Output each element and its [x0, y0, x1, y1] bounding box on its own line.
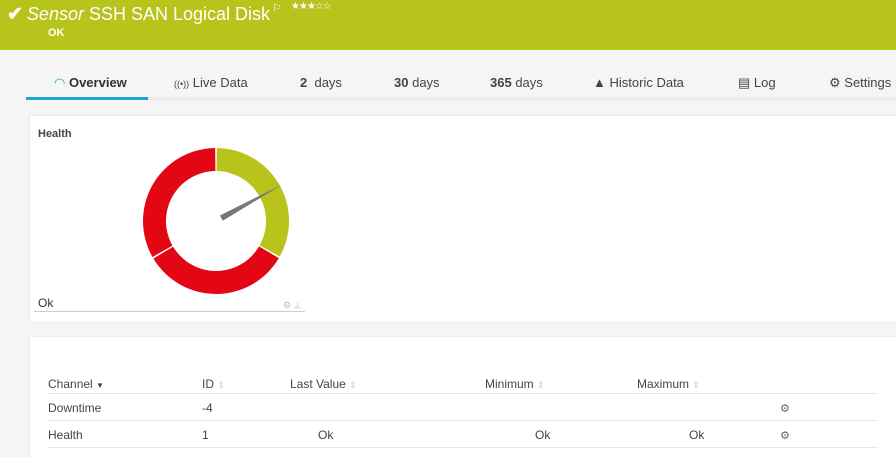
sort-desc-icon: ▼	[96, 380, 104, 390]
header-label: ID	[202, 376, 214, 391]
tab-365-days[interactable]: 365 days	[490, 75, 543, 90]
gauge-needle	[219, 184, 283, 221]
tab-2-days[interactable]: 2 days	[300, 75, 342, 90]
table-row[interactable]: Downtime -4 ⚙	[48, 393, 878, 421]
channel-settings-icon[interactable]: ⚙	[780, 430, 790, 442]
sensor-name: SSH SAN Logical Disk	[88, 4, 271, 24]
tab-label: days	[515, 75, 543, 90]
table-header-row: Channel ▼ ID ⇕ Last Value ⇕ Minimum ⇕ Ma…	[48, 373, 878, 394]
cell-min: Ok	[485, 420, 637, 448]
gauge-segment-2	[143, 148, 216, 258]
cell-min	[485, 393, 637, 421]
gauge-tools: ⚙ ⊥	[283, 300, 301, 311]
priority-stars[interactable]: ★★★☆☆	[291, 1, 332, 12]
sensor-title: Sensor SSH SAN Logical Disk	[27, 4, 270, 25]
chart-icon: ▲	[593, 75, 606, 90]
health-gauge-card: Health Ok ⚙ ⊥	[30, 116, 896, 322]
log-icon: ▤	[738, 75, 751, 90]
check-icon: ✔	[7, 4, 23, 25]
tab-label: Settings	[844, 75, 892, 90]
sensor-header: ✔ Sensor SSH SAN Logical Disk ⚐ ★★★☆☆ OK	[0, 0, 896, 50]
sensor-title-row: ✔ Sensor SSH SAN Logical Disk ⚐ ★★★☆☆	[7, 1, 332, 26]
sensor-prefix: Sensor	[26, 4, 84, 24]
column-channel[interactable]: Channel ▼	[48, 373, 202, 394]
live-icon: ((•))	[174, 79, 190, 89]
cell-id: -4	[202, 393, 290, 421]
sort-icon: ⇕	[692, 379, 700, 390]
tab-num: 2	[300, 75, 308, 90]
active-tab-indicator	[26, 97, 148, 100]
column-minimum[interactable]: Minimum ⇕	[485, 373, 637, 394]
cell-last	[290, 393, 485, 421]
gauge-segment-0	[216, 148, 289, 257]
cell-channel: Health	[48, 420, 202, 448]
sort-icon: ⇕	[349, 379, 357, 390]
gauge-value: Ok	[38, 296, 54, 310]
tab-bar: ◠ Overview ((•)) Live Data 2 days 30 day…	[26, 70, 896, 100]
cell-channel: Downtime	[48, 393, 202, 421]
tab-label: Log	[753, 75, 776, 90]
header-label: Maximum	[637, 376, 690, 391]
tab-num: 30	[394, 75, 409, 90]
cell-id: 1	[202, 420, 290, 448]
cell-last: Ok	[290, 420, 485, 448]
flag-icon[interactable]: ⚐	[272, 3, 282, 14]
tab-historic-data[interactable]: ▲ Historic Data	[593, 75, 684, 90]
column-actions	[780, 373, 878, 394]
tab-label: days	[412, 75, 440, 90]
divider	[34, 311, 305, 312]
gauge-segment-1	[153, 246, 279, 294]
tab-label: days	[314, 75, 342, 90]
status-text: OK	[48, 27, 65, 39]
column-id[interactable]: ID ⇕	[202, 373, 290, 394]
tab-log[interactable]: ▤ Log	[738, 75, 776, 91]
channel-settings-icon[interactable]: ⚙	[780, 403, 790, 415]
cell-max: Ok	[637, 420, 780, 448]
health-gauge	[143, 148, 289, 294]
gauge-label: Health	[38, 128, 72, 140]
header-label: Minimum	[485, 376, 534, 391]
gauge-icon: ◠	[54, 75, 66, 90]
tab-num: 365	[490, 75, 512, 90]
tab-overview[interactable]: ◠ Overview	[54, 75, 127, 91]
tab-settings[interactable]: ⚙ Settings	[829, 75, 891, 91]
channels-card: Channel ▼ ID ⇕ Last Value ⇕ Minimum ⇕ Ma…	[30, 337, 896, 457]
column-maximum[interactable]: Maximum ⇕	[637, 373, 780, 394]
table-row[interactable]: Health 1 Ok Ok Ok ⚙	[48, 420, 878, 448]
tab-live-data[interactable]: ((•)) Live Data	[174, 75, 248, 90]
channels-table: Channel ▼ ID ⇕ Last Value ⇕ Minimum ⇕ Ma…	[48, 373, 878, 448]
pin-icon[interactable]: ⊥	[293, 300, 302, 310]
gear-icon: ⚙	[829, 75, 841, 90]
sort-icon: ⇕	[537, 379, 545, 390]
gear-icon[interactable]: ⚙	[283, 300, 292, 310]
tab-label: Live Data	[192, 75, 248, 90]
tab-label: Overview	[68, 75, 127, 90]
cell-actions: ⚙	[780, 393, 878, 421]
column-last-value[interactable]: Last Value ⇕	[290, 373, 485, 394]
cell-max	[637, 393, 780, 421]
tab-30-days[interactable]: 30 days	[394, 75, 440, 90]
tab-label: Historic Data	[609, 75, 684, 90]
sort-icon: ⇕	[217, 379, 225, 390]
cell-actions: ⚙	[780, 420, 878, 448]
header-label: Last Value	[290, 376, 346, 391]
header-label: Channel	[48, 376, 93, 391]
